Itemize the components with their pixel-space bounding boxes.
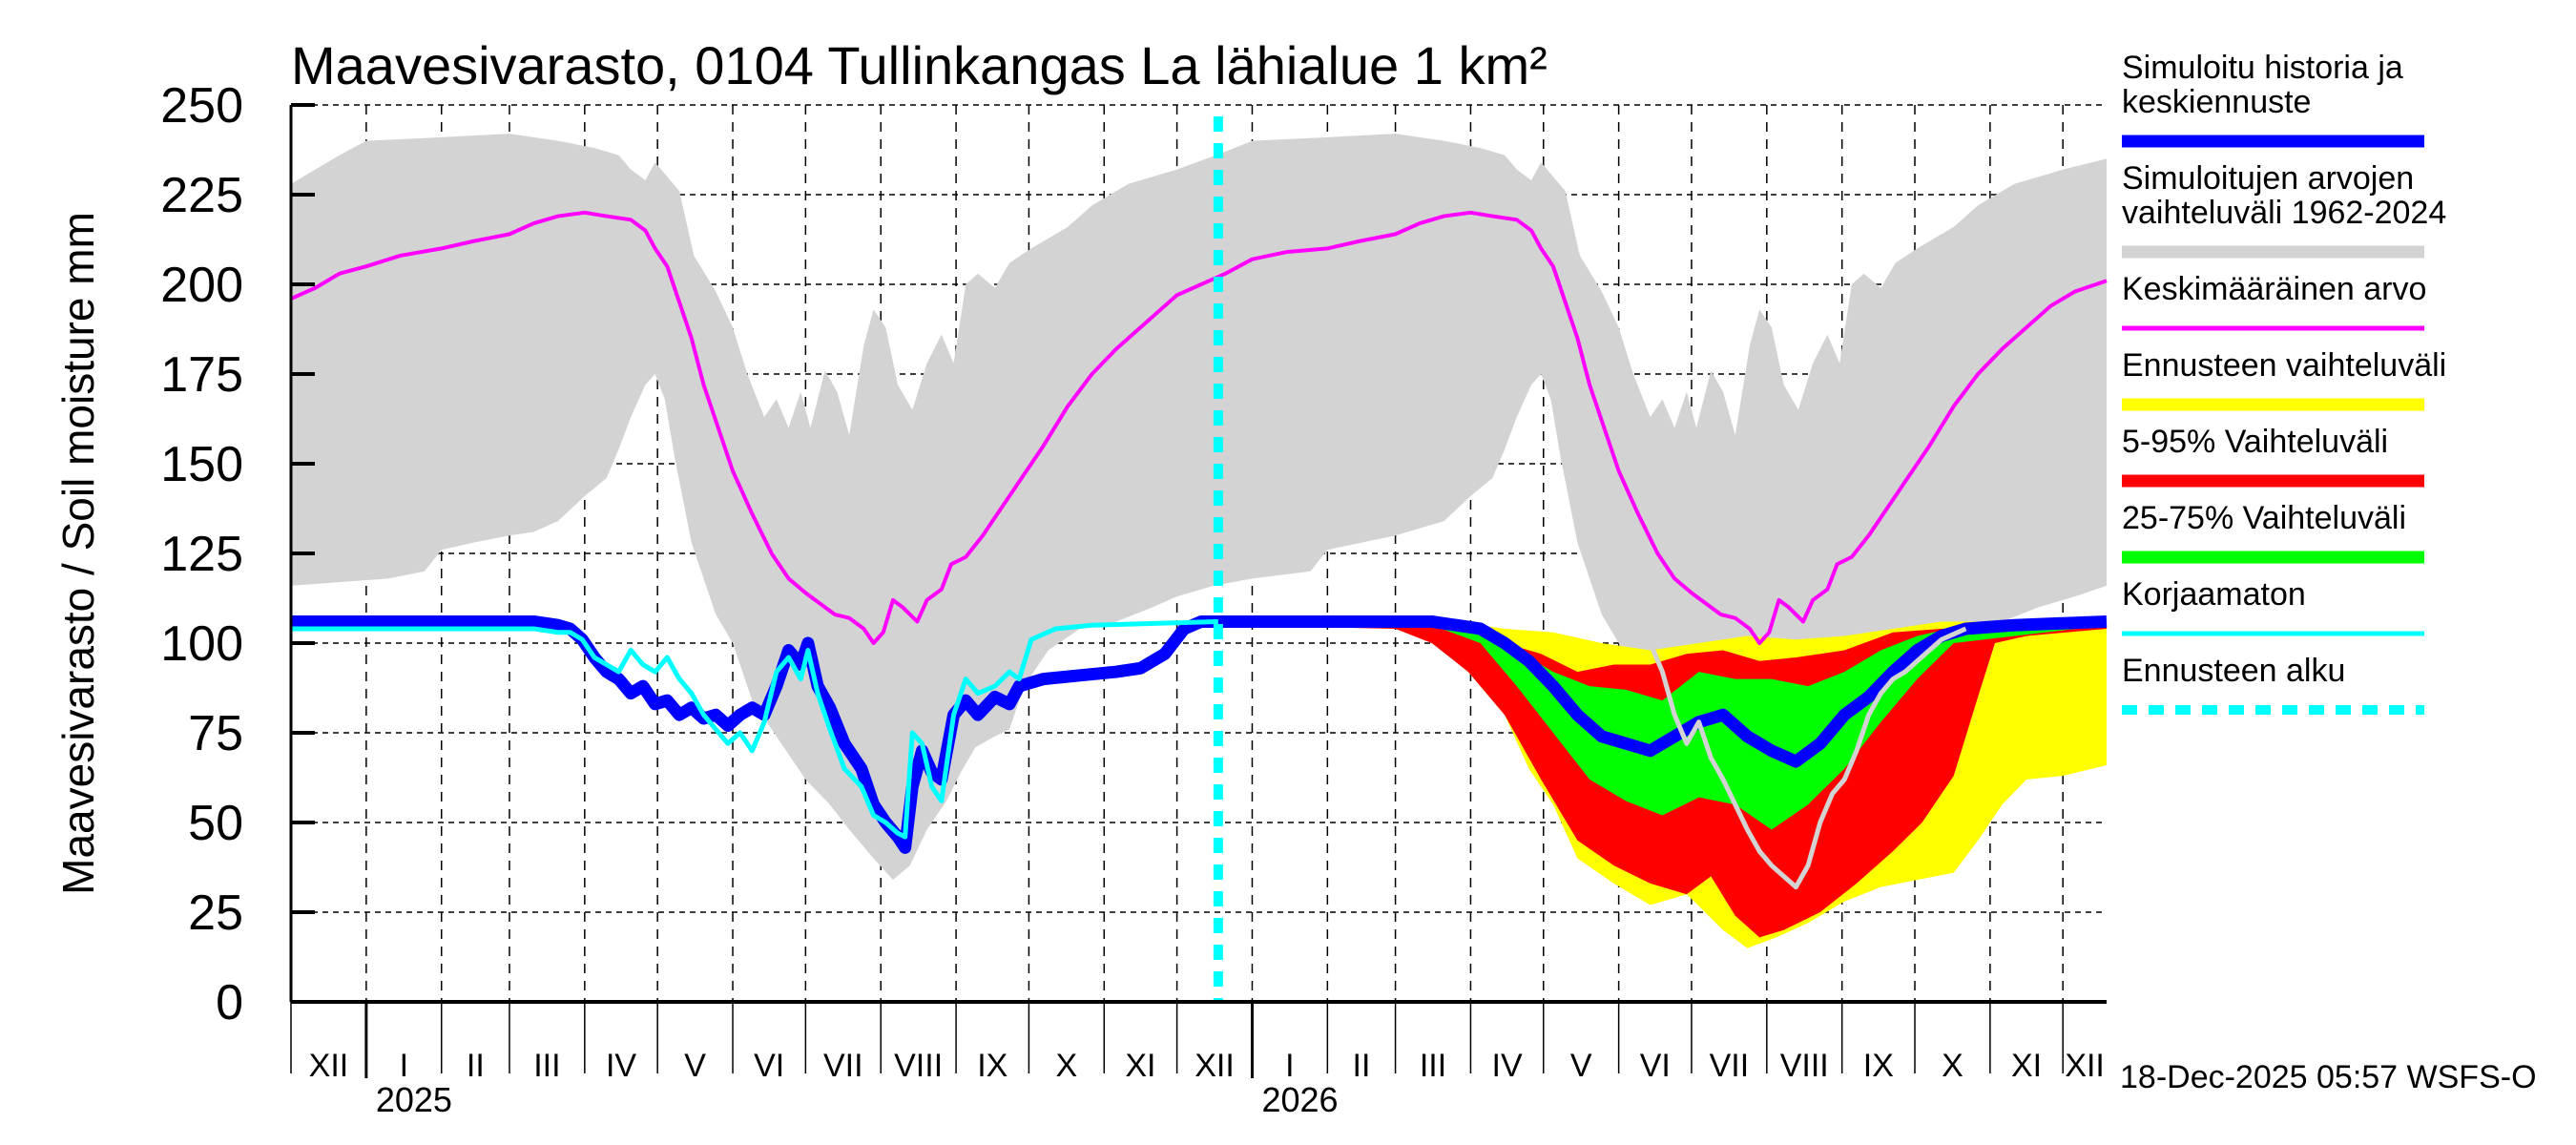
x-month-label: XII <box>1195 1048 1235 1084</box>
x-month-label: XII <box>309 1048 349 1084</box>
x-month-label: VI <box>1640 1048 1671 1084</box>
y-tick-label: 125 <box>160 527 243 582</box>
x-month-label: I <box>400 1048 408 1084</box>
bands-layer <box>291 134 2107 948</box>
x-month-label: XI <box>2011 1048 2042 1084</box>
line-korjaamaton <box>291 618 1218 840</box>
x-month-label: VII <box>823 1048 863 1084</box>
x-month-label: II <box>1353 1048 1371 1084</box>
legend-label: 5-95% Vaihteluväli <box>2122 424 2388 460</box>
lines-layer <box>290 210 2108 890</box>
y-tick-label: 225 <box>160 168 243 223</box>
y-tick-label: 50 <box>188 796 243 851</box>
legend-label: Keskimääräinen arvo <box>2122 271 2426 307</box>
y-tick-label: 150 <box>160 437 243 492</box>
legend-label: Ennusteen alku <box>2122 653 2345 689</box>
y-tick-label: 200 <box>160 258 243 313</box>
legend-label: Simuloitujen arvojen <box>2122 160 2414 197</box>
x-year-label: 2025 <box>376 1080 452 1119</box>
x-month-label: X <box>1942 1048 1963 1084</box>
y-tick-label: 0 <box>216 975 243 1030</box>
legend-label: Simuloitu historia ja <box>2122 50 2403 86</box>
legend-label: 25-75% Vaihteluväli <box>2122 500 2406 536</box>
x-month-label: III <box>1420 1048 1446 1084</box>
x-year-label: 2026 <box>1261 1080 1338 1119</box>
x-month-label: VIII <box>894 1048 943 1084</box>
x-month-label: VII <box>1710 1048 1750 1084</box>
y-tick-label: 25 <box>188 885 243 941</box>
x-month-label: V <box>1570 1048 1592 1084</box>
y-tick-label: 250 <box>160 78 243 134</box>
y-tick-label: 100 <box>160 616 243 672</box>
x-month-label: II <box>467 1048 485 1084</box>
x-month-label: IX <box>977 1048 1008 1084</box>
x-month-label: III <box>533 1048 560 1084</box>
legend-label: keskiennuste <box>2122 84 2311 120</box>
x-month-label: IV <box>1492 1048 1523 1084</box>
legend-label: Ennusteen vaihteluväli <box>2122 347 2446 384</box>
legend-label: Korjaamaton <box>2122 576 2306 613</box>
x-month-label: IV <box>606 1048 636 1084</box>
timestamp: 18-Dec-2025 05:57 WSFS-O <box>2120 1059 2537 1095</box>
x-month-label: VI <box>754 1048 784 1084</box>
x-month-label: XII <box>2065 1048 2105 1084</box>
x-month-label: X <box>1056 1048 1078 1084</box>
x-month-label: XI <box>1125 1048 1155 1084</box>
chart-title: Maavesivarasto, 0104 Tullinkangas La läh… <box>291 35 1548 95</box>
y-axis-label: Maavesivarasto / Soil moisture mm <box>53 212 103 895</box>
x-month-label: V <box>684 1048 706 1084</box>
line-ennuste-yksitt-inen-j-sen- <box>1648 626 1967 890</box>
x-month-label: VIII <box>1780 1048 1829 1084</box>
y-tick-label: 75 <box>188 706 243 761</box>
x-month-label: I <box>1285 1048 1294 1084</box>
line-keskim-r-inen-arvo <box>290 210 2108 645</box>
legend-label: vaihteluväli 1962-2024 <box>2122 195 2446 231</box>
y-tick-label: 175 <box>160 347 243 403</box>
x-month-label: IX <box>1863 1048 1894 1084</box>
